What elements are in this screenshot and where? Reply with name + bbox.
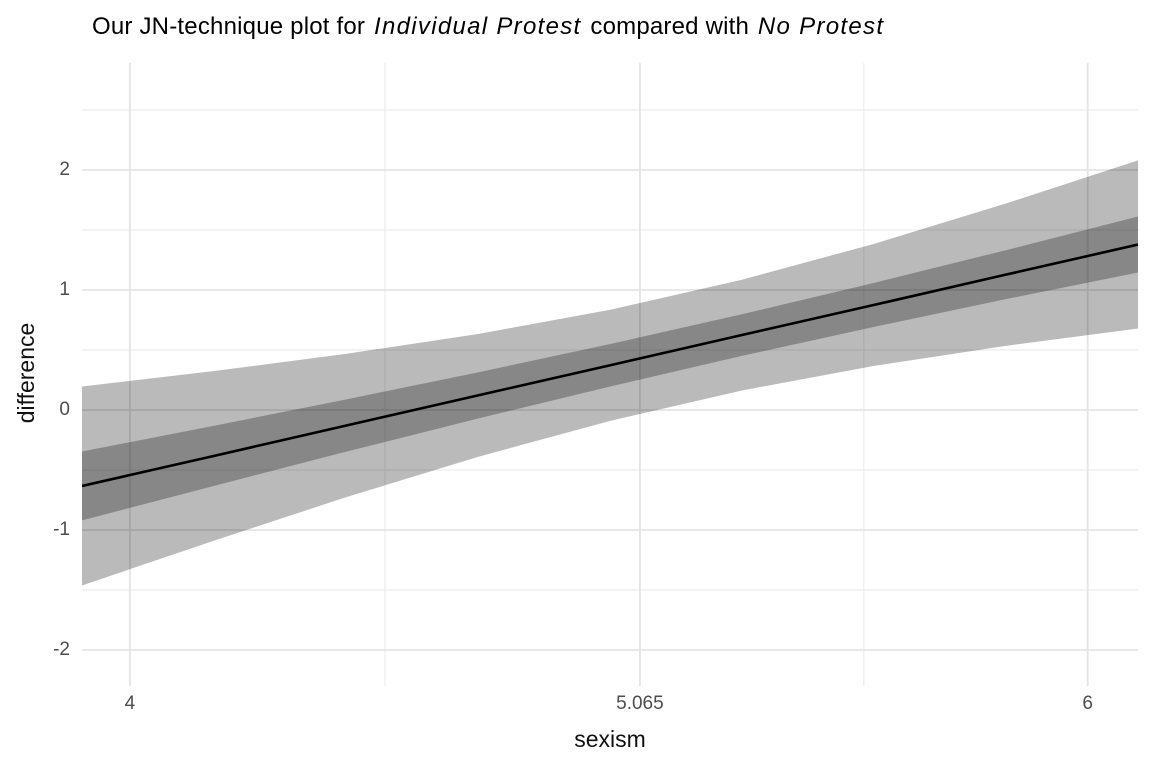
title-segment: compared with <box>583 13 756 40</box>
x-tick-label: 6 <box>1082 693 1093 714</box>
x-tick-label: 4 <box>124 693 136 714</box>
y-tick-label: -2 <box>53 639 70 660</box>
difference-line <box>82 243 1138 488</box>
x-tick-label: 5.065 <box>616 693 664 714</box>
title-segment: Our JN-technique plot for <box>92 13 372 40</box>
x-axis-title: sexism <box>574 726 646 752</box>
y-tick-label: 1 <box>59 279 70 301</box>
y-axis-title: difference <box>13 322 39 424</box>
y-tick-label: 2 <box>59 159 70 181</box>
y-tick-label: 0 <box>59 399 70 421</box>
chart-title: Our JN-technique plot for Individual Pro… <box>92 12 886 42</box>
title-italic-segment: Individual Protest <box>374 13 582 40</box>
outer-confidence-band <box>82 160 1138 586</box>
y-tick-label: -1 <box>53 519 70 540</box>
title-italic-segment: No Protest <box>757 13 885 40</box>
inner-confidence-band <box>82 216 1138 521</box>
